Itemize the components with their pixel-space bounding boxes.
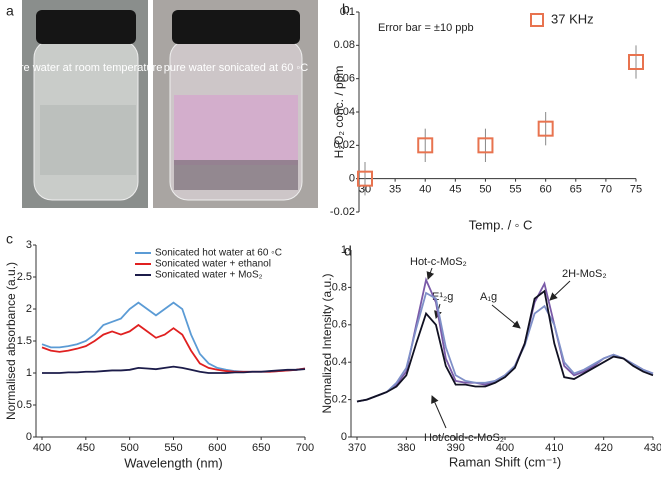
- y-tick-label: 0.8: [332, 281, 347, 293]
- y-tick-label: 0.6: [332, 319, 347, 331]
- x-axis-label: Wavelength (nm): [124, 455, 223, 470]
- series-line: [41, 323, 306, 373]
- x-tick-label: 410: [545, 442, 563, 454]
- x-tick-label: 380: [397, 442, 415, 454]
- x-tick-label: 50: [479, 184, 491, 196]
- panel-label: d: [344, 243, 352, 259]
- x-tick-label: 60: [540, 184, 552, 196]
- y-tick-label: 0: [349, 173, 355, 185]
- x-tick-label: 600: [208, 442, 226, 454]
- panel-label: a: [6, 3, 14, 19]
- series-line: [42, 365, 306, 374]
- series-line: [41, 301, 306, 373]
- legend-label: Sonicated hot water at 60 ◦C: [155, 248, 282, 259]
- legend-label: Sonicated water + MoS₂: [155, 270, 263, 281]
- x-tick-label: 400: [496, 442, 514, 454]
- y-tick-label: 2: [26, 303, 32, 315]
- legend-label: 37 KHz: [551, 11, 594, 26]
- annotation: Error bar = ±10 ppb: [378, 22, 474, 34]
- series-line: [356, 291, 654, 403]
- annotation-arrows: [426, 267, 571, 429]
- annotation: 2H-MoS₂: [562, 268, 607, 280]
- x-tick-label: 370: [348, 442, 366, 454]
- x-tick-label: 40: [419, 184, 431, 196]
- y-tick-label: 2.5: [17, 271, 32, 283]
- x-tick-label: 55: [509, 184, 521, 196]
- y-tick-label: 0: [26, 431, 32, 443]
- y-tick-label: 0: [341, 431, 347, 443]
- y-tick-label: 1.5: [17, 335, 32, 347]
- y-tick-label: 0.04: [334, 106, 355, 118]
- x-tick-label: 390: [446, 442, 464, 454]
- y-axis-label: H₂O₂ conc. / ppm: [332, 66, 346, 159]
- x-tick-label: 500: [120, 442, 138, 454]
- point: [417, 137, 434, 154]
- point: [537, 120, 554, 137]
- x-tick-label: 75: [630, 184, 642, 196]
- y-tick-label: 1: [26, 367, 32, 379]
- x-tick-label: 700: [296, 442, 314, 454]
- y-tick-label: 1: [341, 244, 347, 256]
- x-axis-label: Raman Shift (cm⁻¹): [449, 454, 561, 469]
- y-tick-label: 0.1: [340, 6, 355, 18]
- x-tick-label: 400: [33, 442, 51, 454]
- point: [357, 170, 373, 187]
- x-tick-label: 550: [164, 442, 182, 454]
- y-tick-label: 0.5: [17, 399, 32, 411]
- y-tick-label: 0.2: [332, 394, 347, 406]
- y-tick-label: 0.4: [332, 356, 347, 368]
- legend-label: Sonicated water + ethanol: [155, 259, 271, 270]
- y-tick-label: 0.02: [334, 139, 355, 151]
- x-axis-label: Temp. / ◦ C: [469, 217, 533, 232]
- panel-label: c: [6, 231, 13, 247]
- series-line: [356, 289, 654, 403]
- point: [477, 137, 494, 154]
- annotation: E¹₂g: [432, 291, 453, 303]
- annotation: A₁g: [480, 291, 497, 303]
- y-tick-label: 3: [26, 239, 32, 251]
- x-tick-label: 430: [644, 442, 661, 454]
- annotation: Hot-c-MoS₂: [410, 256, 467, 268]
- point: [628, 54, 644, 70]
- panel-label: b: [342, 1, 350, 17]
- y-axis-label: Normalised absorbance (a.u.): [4, 262, 18, 420]
- x-tick-label: 35: [389, 184, 401, 196]
- y-axis-label: Normalized Intensity (a.u.): [320, 273, 334, 413]
- legend-marker: [530, 13, 544, 27]
- x-tick-label: 70: [600, 184, 612, 196]
- series-line: [356, 277, 654, 403]
- x-tick-label: 420: [594, 442, 612, 454]
- y-tick-label: 0.06: [334, 73, 355, 85]
- x-tick-label: 450: [77, 442, 95, 454]
- photo-caption: pure water at room temperature: [8, 62, 163, 74]
- y-tick-label: 0.08: [334, 39, 355, 51]
- photo-caption: pure water sonicated at 60 ◦C: [164, 62, 309, 74]
- x-tick-label: 650: [252, 442, 270, 454]
- photo: [22, 0, 318, 208]
- y-tick-label: -0.02: [330, 206, 355, 218]
- x-tick-label: 45: [449, 184, 461, 196]
- x-tick-label: 65: [570, 184, 582, 196]
- annotation: Hot/cold-c-MoS₂: [424, 432, 504, 444]
